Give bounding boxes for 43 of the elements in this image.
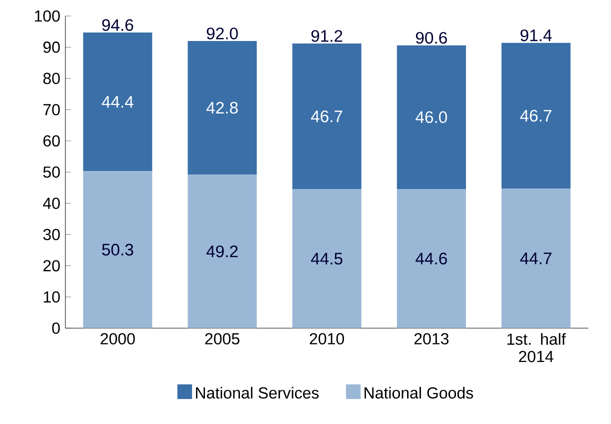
- bar: [292, 189, 362, 328]
- y-tick-label: 50: [43, 166, 60, 178]
- x-tick-label: 2000: [100, 333, 135, 344]
- bar: [188, 174, 257, 328]
- y-tick-label: 30: [43, 228, 60, 240]
- data-label: 44.4: [102, 96, 134, 108]
- data-label: 44.5: [310, 252, 342, 264]
- total-label: 94.6: [102, 19, 134, 31]
- x-tick-label: 2010: [310, 333, 344, 344]
- data-label: 49.2: [206, 245, 238, 258]
- data-label: 44.6: [416, 252, 447, 264]
- bar: [502, 42, 571, 189]
- x-tick-label: 2013: [414, 333, 449, 344]
- y-tick-label: 0: [52, 322, 60, 334]
- data-label: 50.3: [102, 244, 134, 256]
- bar: [188, 40, 257, 174]
- y-tick-label: 40: [43, 198, 60, 209]
- bar: [292, 43, 362, 190]
- bar: [396, 188, 466, 328]
- y-tick-label: 90: [43, 41, 60, 53]
- total-label: 92.0: [206, 27, 238, 40]
- data-label: 42.8: [206, 102, 238, 114]
- bar: [502, 188, 571, 328]
- bar: [83, 171, 152, 328]
- bar: [396, 45, 466, 189]
- y-tick-label: 60: [43, 135, 60, 146]
- data-label: 44.7: [520, 252, 552, 264]
- legend-label: National Services: [196, 386, 319, 398]
- total-label: 91.4: [520, 29, 552, 42]
- x-tick-label: 2005: [205, 333, 240, 344]
- data-label: 46.7: [310, 110, 342, 122]
- y-tick-label: 100: [34, 10, 60, 22]
- bar: [83, 32, 152, 172]
- data-label: 46.0: [416, 111, 448, 123]
- total-label: 90.6: [416, 32, 447, 44]
- legend-label: National Goods: [364, 386, 474, 398]
- y-tick-label: 10: [44, 291, 60, 302]
- x-tick-label: 1st. half 2014: [507, 333, 566, 362]
- y-tick-label: 20: [43, 260, 60, 272]
- y-tick-label: 80: [43, 72, 60, 84]
- data-label: 46.7: [520, 110, 552, 122]
- y-tick-label: 70: [43, 104, 60, 116]
- total-label: 91.2: [311, 30, 342, 42]
